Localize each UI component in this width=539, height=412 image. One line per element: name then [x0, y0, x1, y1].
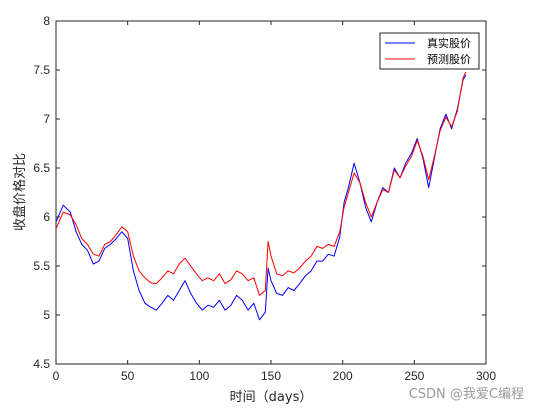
x-axis-label: 时间（days）: [230, 390, 313, 405]
y-axis-label: 收盘价格对比: [12, 153, 28, 231]
y-axis-ticks: 4.5 5 5.5 6 6.5 7 7.5 8: [33, 14, 486, 371]
x-tick-label: 200: [333, 369, 353, 383]
plot-area: [55, 20, 487, 365]
legend: 真实股价 预测股价: [379, 32, 480, 70]
series-lines: [55, 71, 467, 321]
y-tick-label: 4.5: [33, 357, 50, 371]
x-axis-ticks: 0 50 100 150 200 250 300: [53, 21, 496, 383]
x-tick-label: 100: [189, 369, 209, 383]
x-tick-label: 300: [476, 369, 496, 383]
series-line-predicted: [55, 71, 467, 296]
y-tick-label: 6: [43, 210, 50, 224]
y-tick-label: 8: [43, 14, 50, 28]
legend-label-real: 真实股价: [427, 36, 471, 50]
x-tick-label: 150: [261, 369, 281, 383]
legend-label-predicted: 预测股价: [427, 53, 471, 66]
y-tick-label: 6.5: [33, 161, 50, 175]
y-tick-label: 5.5: [33, 259, 50, 273]
watermark-text: CSDN @我爱C编程: [409, 387, 524, 402]
legend-box: [379, 32, 480, 70]
y-tick-label: 7: [43, 112, 50, 126]
x-tick-label: 50: [121, 369, 135, 383]
y-tick-label: 5: [43, 308, 50, 322]
x-tick-label: 250: [404, 369, 424, 383]
y-tick-label: 7.5: [33, 63, 50, 77]
x-tick-label: 0: [53, 369, 60, 383]
